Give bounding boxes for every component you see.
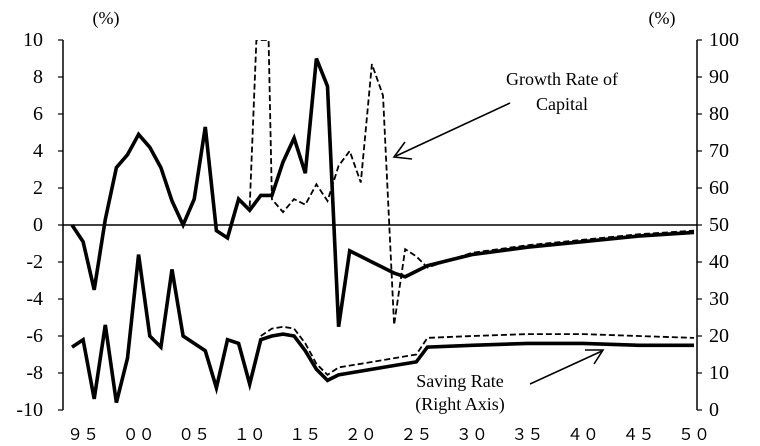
x-tick-label: ９５ (67, 427, 99, 444)
x-tick-label: ３０ (456, 427, 488, 444)
x-tick-label: ３５ (511, 427, 543, 444)
left-tick-label: -2 (26, 251, 43, 273)
x-tick-label: ４５ (622, 427, 654, 444)
saving-annotation-line2: (Right Axis) (415, 394, 505, 415)
right-tick-label: 0 (709, 399, 719, 421)
growth-dashed-line (248, 40, 695, 326)
x-tick-label: １５ (289, 427, 321, 444)
left-tick-labels: 10 8 6 4 2 0 -2 -4 -6 -8 -10 (16, 29, 63, 421)
right-tick-label: 70 (709, 140, 729, 162)
right-tick-label: 80 (709, 103, 729, 125)
annotations: Growth Rate of Capital Saving Rate (Righ… (392, 69, 618, 415)
right-tick-label: 100 (709, 29, 739, 51)
growth-solid-line (70, 57, 695, 328)
left-tick-label: 8 (33, 66, 43, 88)
x-tick-label: ４０ (567, 427, 599, 444)
growth-annotation-line2: Capital (536, 94, 588, 114)
x-tick-label: １０ (234, 427, 266, 444)
series-lines (70, 40, 695, 404)
right-tick-label: 50 (709, 214, 729, 236)
left-tick-label: 6 (33, 103, 43, 125)
x-tick-label: ００ (123, 427, 155, 444)
saving-dashed-line (260, 325, 695, 377)
right-axis-unit: (%) (649, 8, 676, 29)
left-tick-label: -4 (26, 288, 43, 310)
left-tick-label: 4 (33, 140, 43, 162)
right-tick-label: 40 (709, 251, 729, 273)
right-tick-label: 10 (709, 362, 729, 384)
left-tick-label: -6 (26, 325, 43, 347)
left-axis-unit: (%) (93, 8, 120, 29)
saving-annotation-line1: Saving Rate (416, 371, 504, 391)
left-tick-label: 2 (33, 177, 43, 199)
right-tick-label: 90 (709, 66, 729, 88)
left-tick-label: -10 (16, 399, 43, 421)
left-tick-label: 10 (23, 29, 43, 51)
right-tick-label: 60 (709, 177, 729, 199)
saving-arrow (529, 349, 605, 385)
left-tick-label: 0 (33, 214, 43, 236)
x-tick-label: ２０ (345, 427, 377, 444)
saving-solid-line (71, 254, 694, 404)
x-tick-label: ５０ (678, 427, 710, 444)
growth-arrow (392, 102, 511, 160)
x-tick-labels: ９５ ００ ０５ １０ １５ ２０ ２５ ３０ ３５ ４０ ４５ ５０ (67, 427, 710, 444)
right-tick-label: 30 (709, 288, 729, 310)
axes (62, 40, 698, 410)
x-tick-label: ０５ (178, 427, 210, 444)
right-tick-label: 20 (709, 325, 729, 347)
growth-annotation-line1: Growth Rate of (506, 69, 618, 89)
left-tick-label: -8 (26, 362, 43, 384)
x-tick-label: ２５ (400, 427, 432, 444)
